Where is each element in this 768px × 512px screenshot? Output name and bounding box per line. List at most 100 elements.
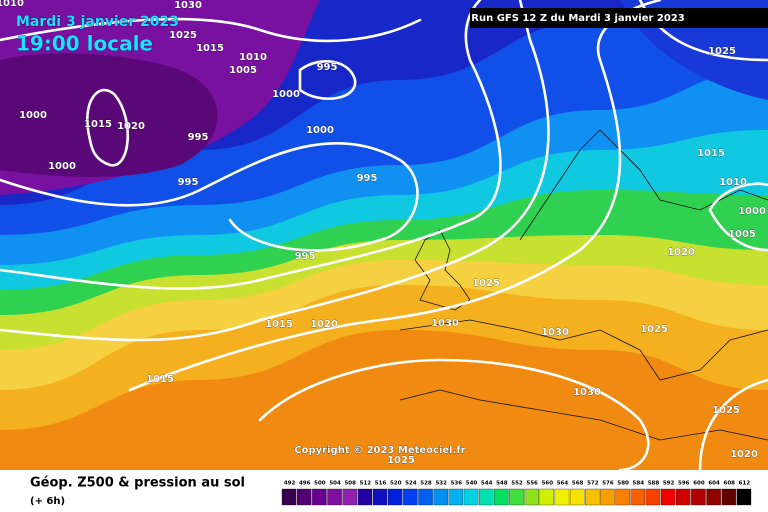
isobar-label: 1000 (48, 161, 76, 172)
footer-step: (+ 6h) (30, 496, 65, 507)
isobar-label: 995 (178, 177, 199, 188)
isobar-label: 1010 (0, 0, 24, 9)
legend-label: 532 (435, 481, 447, 487)
isobar-label: 1005 (229, 65, 257, 76)
legend-label: 588 (648, 481, 660, 487)
isobar-label: 1000 (306, 125, 334, 136)
isobar-label: 1030 (431, 318, 459, 329)
legend-label: 560 (542, 481, 554, 487)
isobar-label: 1015 (196, 43, 224, 54)
isobar-label: 1025 (712, 405, 740, 416)
legend-swatch (600, 488, 615, 506)
legend-label: 492 (284, 481, 296, 487)
legend-swatch (297, 488, 312, 506)
legend-swatch (615, 488, 630, 506)
legend-label: 536 (451, 481, 463, 487)
run-banner (470, 8, 768, 28)
legend-swatch (327, 488, 342, 506)
isobar-label: 1025 (640, 324, 668, 335)
legend-label: 528 (420, 481, 432, 487)
isobar-label: 1030 (573, 387, 601, 398)
coastline (399, 389, 768, 441)
legend-swatch (539, 488, 555, 506)
legend-swatch (645, 488, 661, 506)
legend-swatch (569, 488, 585, 506)
isobar-label: 1020 (730, 449, 758, 460)
isobar-label: 1025 (708, 46, 736, 57)
legend-swatch (433, 488, 448, 506)
legend-label: 612 (739, 481, 751, 487)
legend-label: 596 (678, 481, 690, 487)
legend-swatch (630, 488, 646, 506)
legend-label: 556 (526, 481, 538, 487)
isobar (0, 17, 422, 43)
legend-label: 608 (724, 481, 736, 487)
legend-label: 548 (496, 481, 508, 487)
legend-label: 512 (360, 481, 372, 487)
legend-swatch (509, 488, 524, 506)
isobar-label: 1025 (169, 30, 197, 41)
isobar-label: 1020 (310, 319, 338, 330)
footer-title: Géop. Z500 & pression au sol (30, 476, 245, 491)
geopotential-field (0, 0, 768, 470)
isobar-label: 1010 (719, 177, 747, 188)
legend-label: 580 (617, 481, 629, 487)
legend-swatch (403, 488, 418, 506)
color-legend: 492 496 500 504 508 512 516 520 524 528 532 536 540 5… (281, 481, 752, 506)
legend-swatch (524, 488, 539, 506)
isobar-label: 1000 (738, 206, 766, 217)
isobar-label: 1000 (272, 89, 300, 100)
legend-label: 540 (466, 481, 478, 487)
isobar-label: 995 (295, 251, 316, 262)
isobar (86, 88, 130, 167)
legend-swatch (706, 488, 721, 506)
isobar-label: 995 (357, 173, 378, 184)
legend-label: 508 (344, 481, 356, 487)
legend-swatch (691, 488, 706, 506)
legend-swatch (357, 488, 373, 506)
isobar-label: 1015 (265, 319, 293, 330)
isobar-label: 1025 (472, 278, 500, 289)
legend-swatch (676, 488, 691, 506)
isobar (0, 0, 550, 342)
legend-swatch (585, 488, 600, 506)
run-info: Run GFS 12 Z du Mardi 3 janvier 2023 (471, 13, 684, 24)
legend-swatch (281, 488, 297, 506)
legend-label: 572 (587, 481, 599, 487)
legend-label: 520 (390, 481, 402, 487)
legend-swatch (372, 488, 388, 506)
legend-swatch (418, 488, 433, 506)
legend-swatch (478, 488, 494, 506)
legend-label: 500 (314, 481, 326, 487)
legend-swatch (312, 488, 327, 506)
legend-swatch (448, 488, 464, 506)
isobar-label: 1015 (84, 119, 112, 130)
isobar (0, 0, 502, 290)
legend-label: 504 (329, 481, 341, 487)
isobar-label: 1025 (387, 455, 415, 466)
legend-swatch (463, 488, 479, 506)
isobar-label: 995 (188, 132, 209, 143)
isobar-labels: 1010 1030 1025 1015 1010 1005 995 1000 1000 1015 1… (0, 0, 766, 466)
isobar-label: 1010 (239, 52, 267, 63)
legend-label: 604 (708, 481, 720, 487)
isobars (0, 0, 768, 472)
legend-label: 576 (602, 481, 614, 487)
local-time: 19:00 locale (16, 32, 153, 56)
band (0, 53, 218, 177)
isobar (128, 0, 662, 392)
isobar (698, 378, 768, 472)
isobar (298, 60, 357, 101)
legend-swatch (387, 488, 403, 506)
isobar (708, 182, 768, 252)
isobar (0, 141, 419, 252)
isobar-label: 1030 (541, 327, 569, 338)
legend-swatch (736, 488, 752, 506)
legend-label: 516 (375, 481, 387, 487)
legend-label: 524 (405, 481, 417, 487)
isobar-label: 1005 (728, 229, 756, 240)
legend-swatch (660, 488, 676, 506)
legend-label: 600 (693, 481, 705, 487)
